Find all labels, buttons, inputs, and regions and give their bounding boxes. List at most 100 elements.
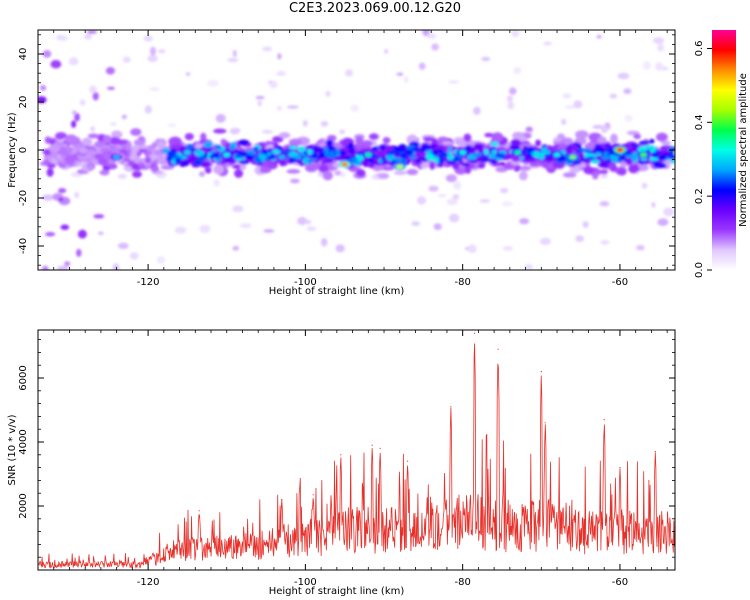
ridge-halo-blob [42,148,52,156]
ridge-halo-blob [213,164,225,175]
snr-peak-point [473,332,476,334]
hotspot [616,147,624,153]
ridge-peak-blob [317,152,326,159]
speckle-blob [350,104,359,112]
ridge-halo-blob [518,171,528,181]
ridge-core-blob [376,150,385,158]
snr-x-tick-label: -120 [137,577,160,588]
speckle-blob [562,93,571,99]
ridge-halo-blob [288,138,303,146]
ridge-core-blob [87,164,94,171]
figure-title: C2E3.2023.069.00.12.G20 [288,1,462,16]
ridge-peak-blob [357,150,363,156]
ridge-halo-blob [132,170,142,178]
speckle-blob [448,213,460,223]
snr-x-axis-label: Height of straight line (km) [269,586,405,597]
ridge-peak-blob [649,157,659,161]
ridge-peak-blob [372,146,377,151]
ridge-halo-blob [628,164,640,174]
ridge-peak-blob [307,158,313,164]
snr-peak-point [619,467,621,469]
speckle-blob [564,105,576,109]
ridge-core-blob [152,150,164,155]
ridge-halo-blob [220,138,227,145]
speckle-blob [339,129,345,135]
colorbar-tick-label: 0.6 [694,41,705,57]
ridge-core-blob [99,148,111,153]
speckle-blob [71,110,77,116]
speckle-blob [573,100,583,109]
hotspot [514,150,522,155]
speckle-blob [511,30,520,38]
ridge-peak-blob [590,159,600,164]
ridge-halo-blob [47,163,56,169]
ridge-halo-blob [150,165,160,173]
speckle-blob [636,244,645,251]
ridge-core-blob [570,144,579,152]
speckle-blob [227,58,239,62]
ridge-core-blob [94,153,105,160]
ridge-peak-blob [220,146,226,152]
ridge-halo-blob [334,170,342,176]
snr-peak-point [544,422,546,424]
ridge-halo-blob [406,168,419,176]
speckle-blob [305,220,312,225]
ridge-core-blob [224,157,233,163]
speckle-blob [74,191,80,199]
ridge-peak-blob [349,157,358,162]
spectrogram-y-tick-label: 40 [18,48,29,61]
snr-peak-point [281,499,283,501]
ridge-core-blob [429,143,436,152]
ridge-halo-blob [382,137,391,144]
spectrogram-y-tick-label: 0 [18,147,29,153]
ridge-peak-blob [623,150,632,155]
snr-x-tick-label: -100 [294,577,317,588]
colorbar-tick-label: 0.4 [694,114,705,130]
ridge-peak-blob [519,156,524,160]
ridge-peak-blob [239,160,250,165]
ridge-halo-blob [200,132,207,142]
speckle-blob [56,34,65,41]
speckle-blob [42,50,52,58]
snr-y-tick-label: 2000 [18,493,29,518]
hotspot [278,155,286,160]
speckle-blob [384,48,389,54]
speckle-blob [396,72,404,76]
speckle-blob [143,35,153,42]
speckle-blob [479,199,491,203]
hotspot [223,152,231,157]
speckle-blob [277,53,282,60]
hotspot [640,152,647,157]
ridge-core-blob [79,147,88,154]
speckle-blob [411,221,421,226]
ridge-peak-blob [490,141,500,147]
ridge-peak-blob [393,157,404,162]
speckle-blob [641,182,648,189]
ridge-core-blob [137,145,149,149]
speckle-blob [340,171,346,178]
snr-peak-point [497,348,499,350]
speckle-blob [105,67,115,75]
hotspot [113,155,121,160]
ridge-peak-blob [541,148,547,152]
ridge-peak-blob [338,151,348,155]
ridge-peak-blob [435,148,444,153]
ridge-core-blob [130,151,137,158]
ridge-halo-blob [272,136,284,143]
spectrogram-axes: -120 -100 -80 -60 -40 -20 0 20 40 Height of strai… [7,30,675,297]
ridge-halo-blob [130,128,142,136]
speckle-blob [117,242,129,250]
speckle-blob [623,88,632,95]
speckle-blob [624,114,633,122]
speckle-blob [325,90,331,98]
ridge-halo-blob [326,134,337,142]
ridge-halo-blob [597,136,607,145]
speckle-blob [255,96,265,100]
speckle-blob [199,224,211,234]
ridge-peak-blob [668,149,674,155]
speckle-blob [600,174,608,178]
speckle-blob [40,85,47,91]
snr-x-tick-label: -80 [454,577,470,588]
ridge-peak-blob [329,150,335,157]
ridge-peak-blob [335,148,340,155]
